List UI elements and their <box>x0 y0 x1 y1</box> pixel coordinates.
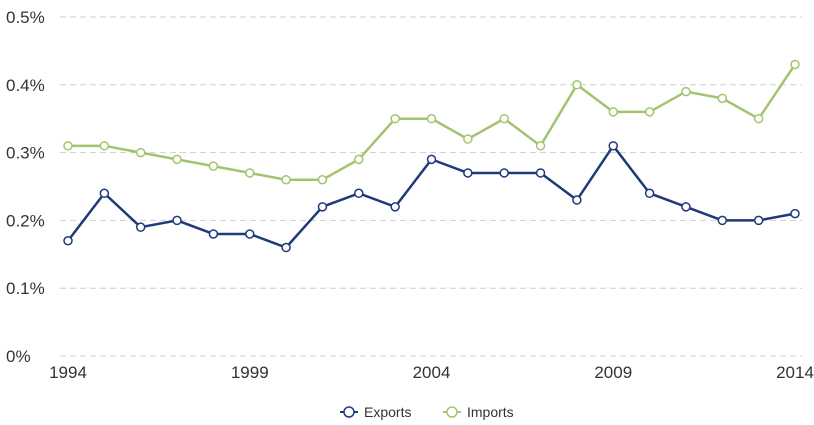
imports-point[interactable] <box>390 113 400 124</box>
exports-point[interactable] <box>426 154 437 165</box>
legend-marker-exports <box>343 406 355 418</box>
legend-item-imports[interactable]: Imports <box>443 404 514 420</box>
imports-point[interactable] <box>135 147 146 158</box>
legend-marker-imports <box>446 406 458 418</box>
imports-point[interactable] <box>426 113 437 124</box>
x-tick-label: 2004 <box>413 363 451 382</box>
legend-label-exports: Exports <box>364 404 411 420</box>
legend-item-exports[interactable]: Exports <box>340 404 411 420</box>
imports-point[interactable] <box>717 93 728 104</box>
x-axis-ticks: 1994 1999 2004 2009 2014 <box>49 363 814 382</box>
imports-point[interactable] <box>281 174 291 185</box>
exports-point[interactable] <box>245 229 255 239</box>
y-tick-label: 0.3% <box>6 144 45 163</box>
y-tick-label: 0.1% <box>6 279 45 298</box>
exports-point[interactable] <box>681 202 691 212</box>
imports-series <box>63 59 800 185</box>
y-tick-label: 0% <box>6 347 31 366</box>
imports-point[interactable] <box>63 141 73 151</box>
exports-point[interactable] <box>535 168 546 178</box>
x-tick-label: 1999 <box>231 363 269 382</box>
imports-point[interactable] <box>245 168 255 178</box>
exports-point[interactable] <box>644 188 655 199</box>
imports-point[interactable] <box>608 107 618 117</box>
exports-point[interactable] <box>499 168 509 178</box>
imports-point[interactable] <box>99 141 110 151</box>
imports-point[interactable] <box>463 134 473 144</box>
imports-point[interactable] <box>681 86 691 97</box>
series-lines <box>63 59 800 253</box>
imports-point[interactable] <box>317 174 328 185</box>
exports-series <box>63 141 800 253</box>
x-tick-label: 2009 <box>594 363 632 382</box>
exports-point[interactable] <box>317 202 328 212</box>
exports-point[interactable] <box>608 141 618 151</box>
exports-point[interactable] <box>354 188 364 199</box>
legend: Exports Imports <box>340 404 514 420</box>
exports-point[interactable] <box>390 202 400 212</box>
y-tick-label: 0.2% <box>6 211 45 230</box>
exports-point[interactable] <box>135 222 146 232</box>
imports-point[interactable] <box>753 113 764 124</box>
imports-point[interactable] <box>172 154 182 165</box>
imports-point[interactable] <box>208 161 219 171</box>
imports-point[interactable] <box>535 141 546 151</box>
exports-point[interactable] <box>753 215 764 226</box>
exports-point[interactable] <box>281 242 291 253</box>
exports-point[interactable] <box>572 195 582 205</box>
x-tick-label: 1994 <box>49 363 87 382</box>
exports-point[interactable] <box>208 229 219 239</box>
exports-point[interactable] <box>63 235 73 246</box>
y-axis-ticks: 0% 0.1% 0.2% 0.3% 0.4% 0.5% <box>6 8 45 366</box>
legend-label-imports: Imports <box>467 404 514 420</box>
imports-point[interactable] <box>644 107 655 117</box>
imports-point[interactable] <box>572 80 582 90</box>
exports-point[interactable] <box>790 208 800 219</box>
imports-point[interactable] <box>499 113 509 124</box>
exports-point[interactable] <box>717 215 728 226</box>
y-tick-label: 0.5% <box>6 8 45 27</box>
exports-point[interactable] <box>172 215 182 226</box>
x-tick-label: 2014 <box>776 363 814 382</box>
y-tick-label: 0.4% <box>6 76 45 95</box>
exports-point[interactable] <box>99 188 110 199</box>
exports-point[interactable] <box>463 168 473 178</box>
gridlines <box>60 16 802 357</box>
imports-point[interactable] <box>354 154 364 165</box>
imports-point[interactable] <box>790 59 800 70</box>
